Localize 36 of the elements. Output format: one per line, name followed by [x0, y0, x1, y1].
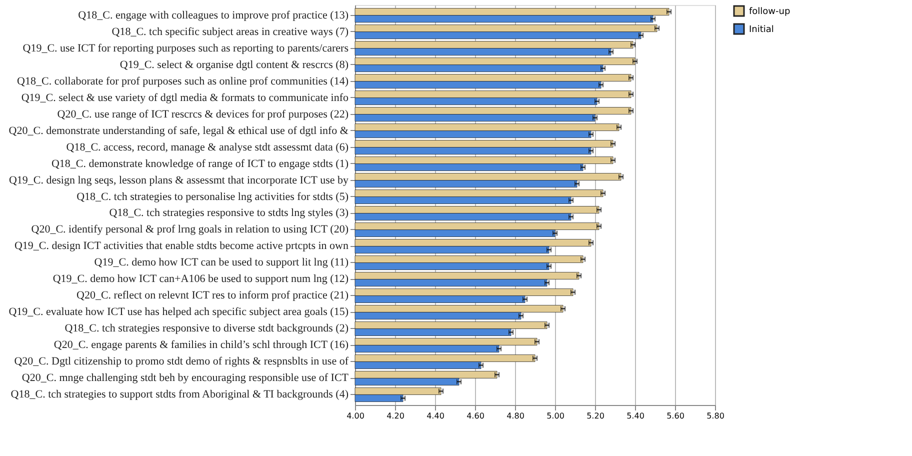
legend-label: follow-up — [749, 7, 790, 17]
y-tick-label: Q19_C. demo how ICT can+A106 be used to support num lng (12) — [52, 273, 349, 286]
x-tick-label: 5.20 — [586, 412, 604, 420]
y-tick-label: Q18_C. access, record, manage & analyse stdt assessmt data (6) — [66, 141, 349, 154]
y-tick-label: Q18_C. collaborate for prof purposes such as online prof communities (14) — [17, 75, 349, 88]
y-tick-label: Q18_C. tch specific subject areas in creative ways (7) — [112, 26, 349, 38]
y-tick-label: Q18_C. demonstrate knowledge of range of ICT to engage stdts (1) — [51, 158, 349, 170]
y-tick-label: Q18_C. tch strategies to support stdts from Aboriginal & TI backgrounds (4) — [10, 388, 349, 401]
x-tick-label: 5.60 — [666, 412, 684, 420]
y-tick-label: Q18_C. engage with colleagues to improve prof practice (13) — [78, 9, 349, 22]
y-tick-label: Q20_C. mnge challenging stdt beh by encouraging responsible use of ICT — [22, 372, 349, 384]
y-tick-label: Q19_C. demo how ICT can be used to support lit lng (11) — [94, 256, 349, 269]
x-tick-label: 4.80 — [506, 412, 524, 420]
y-tick-label: Q19_C. use ICT for reporting purposes such as reporting to parents/carers — [22, 42, 348, 54]
y-tick-label: Q20_C. engage parents & families in child’s schl through ICT (16) — [54, 339, 349, 352]
y-tick-label: Q20_C. use range of ICT rescrcs & devices for prof purposes (22) — [57, 108, 349, 120]
x-tick-label: 5.40 — [626, 412, 644, 420]
y-tick-label: Q18_C. tch strategies responsive to stdts lng styles (3) — [109, 207, 349, 220]
x-tick-label: 5.80 — [706, 412, 724, 420]
y-tick-label: Q20_C. Dgtl citizenship to promo stdt demo of rights & respnsblts in use of — [14, 356, 349, 368]
y-tick-label: Q19_C. select & use variety of dgtl media & formats to communicate info — [21, 92, 349, 104]
x-tick-label: 4.00 — [346, 412, 364, 420]
y-tick-label: Q20_C. demonstrate understanding of safe, legal & ethical use of dgtl info & — [8, 124, 349, 137]
y-tick-label: Q19_C. evaluate how ICT use has helped ach specific subject area goals (15) — [8, 306, 349, 318]
x-tick-label: 5.00 — [546, 412, 564, 420]
y-tick-label: Q19_C. design ICT activities that enable stdts become active prtcpts in own — [14, 240, 349, 252]
y-tick-label: Q18_C. tch strategies to personalise lng activities for stdts (5) — [76, 190, 349, 203]
legend-label: Initial — [749, 25, 774, 35]
y-tick-label: Q19_C. design lng seqs, lesson plans & assessmt that incorporate ICT use by — [8, 174, 349, 186]
x-tick-label: 4.60 — [466, 412, 484, 420]
y-tick-label: Q18_C. tch strategies responsive to diverse stdt backgrounds (2) — [64, 322, 349, 335]
x-tick-label: 4.40 — [426, 412, 444, 420]
y-tick-label: Q19_C. select & organise dgtl content & rescrcs (8) — [120, 58, 349, 71]
y-tick-label: Q20_C. identify personal & prof lrng goals in relation to using ICT (20) — [31, 224, 349, 236]
y-tick-label: Q20_C. reflect on relevnt ICT res to inform prof practice (21) — [76, 290, 349, 302]
x-tick-label: 4.20 — [386, 412, 404, 420]
